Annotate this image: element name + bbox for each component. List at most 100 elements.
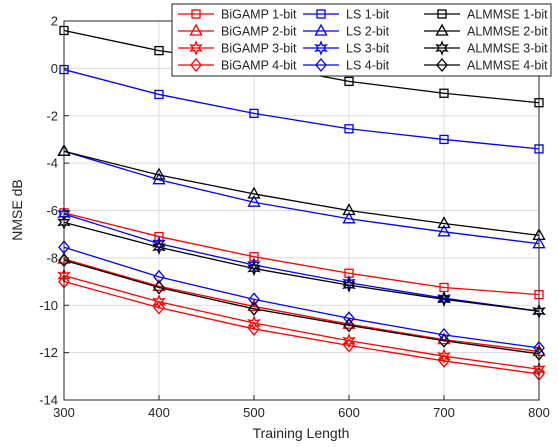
- legend-item: BiGAMP 4-bit: [178, 57, 297, 73]
- series-ls-1-bit: [59, 64, 544, 154]
- legend-label: ALMMSE 2-bit: [467, 25, 548, 39]
- legend-item: ALMMSE 2-bit: [424, 23, 548, 39]
- legend-item: BiGAMP 1-bit: [178, 8, 297, 22]
- legend: BiGAMP 1-bit BiGAMP 2-bit BiGAMP 3-bit BiGA…: [171, 3, 552, 77]
- legend-swatch-marker: [314, 40, 328, 56]
- data-point-marker: [342, 203, 356, 216]
- data-point-marker: [437, 224, 451, 237]
- data-point-marker: [248, 292, 260, 307]
- data-point-marker: [152, 235, 166, 252]
- data-point-marker: [439, 134, 449, 145]
- data-point-marker: [247, 260, 261, 277]
- series-line: [63, 213, 540, 312]
- series-line: [63, 275, 540, 370]
- x-tick-label: 500: [243, 405, 265, 420]
- legend-label: BiGAMP 3-bit: [221, 42, 297, 56]
- legend-swatch-marker: [189, 23, 203, 36]
- x-tick-label: 600: [338, 405, 360, 420]
- x-tick-label: 300: [53, 405, 75, 420]
- data-point-marker: [343, 338, 355, 353]
- data-point-marker: [152, 167, 166, 180]
- legend-item: ALMMSE 1-bit: [424, 8, 548, 22]
- y-tick-label: -12: [39, 345, 58, 360]
- y-tick-label: -2: [46, 108, 58, 123]
- data-point-marker: [153, 280, 165, 295]
- series-line: [63, 259, 540, 355]
- data-point-marker: [344, 76, 354, 87]
- data-point-marker: [247, 186, 261, 199]
- series-line: [63, 150, 540, 245]
- legend-item: ALMMSE 4-bit: [424, 57, 548, 73]
- legend-swatch-marker: [436, 57, 448, 73]
- legend-label: ALMMSE 4-bit: [467, 59, 548, 73]
- series-line: [63, 221, 540, 312]
- y-tick-label: -14: [39, 393, 58, 408]
- data-point-marker: [437, 348, 451, 364]
- data-point-marker: [343, 318, 355, 333]
- data-point-marker: [439, 88, 449, 98]
- series-line: [63, 150, 540, 237]
- data-point-marker: [438, 353, 450, 368]
- data-point-marker: [247, 257, 261, 273]
- x-tick-label: 800: [528, 405, 550, 420]
- y-tick-label: -4: [46, 156, 58, 171]
- series-line: [63, 258, 540, 353]
- legend-swatch-marker: [189, 40, 203, 56]
- data-point-marker: [154, 89, 164, 100]
- y-axis-label: NMSE dB: [9, 179, 25, 240]
- data-point-marker: [343, 311, 355, 326]
- legend-label: LS 2-bit: [346, 25, 390, 39]
- data-point-marker: [248, 301, 260, 316]
- legend-swatch-marker: [314, 23, 328, 36]
- data-point-marker: [154, 45, 164, 56]
- legend-label: ALMMSE 1-bit: [467, 8, 548, 22]
- data-point-marker: [342, 277, 356, 293]
- series-line: [63, 246, 540, 349]
- legend-item: LS 2-bit: [303, 23, 390, 39]
- legend-label: LS 1-bit: [346, 8, 390, 22]
- legend-label: BiGAMP 1-bit: [221, 8, 297, 22]
- series-almmse-4-bit: [58, 253, 545, 361]
- series-layer: [57, 25, 546, 381]
- legend-swatch-marker: [435, 40, 449, 56]
- legend-label: BiGAMP 2-bit: [221, 25, 297, 39]
- legend-label: LS 3-bit: [346, 42, 390, 56]
- series-line: [63, 68, 540, 150]
- legend-swatch-marker: [190, 57, 202, 73]
- legend-item: BiGAMP 3-bit: [178, 40, 297, 56]
- y-tick-label: 0: [51, 61, 58, 76]
- legend-item: LS 3-bit: [303, 40, 390, 56]
- data-point-marker: [152, 239, 166, 256]
- legend-item: LS 1-bit: [303, 8, 390, 22]
- data-point-marker: [438, 333, 450, 348]
- legend-swatch-marker: [435, 23, 449, 36]
- data-point-marker: [153, 300, 165, 315]
- data-point-marker: [342, 211, 356, 224]
- data-point-marker: [247, 194, 261, 207]
- y-tick-label: -8: [46, 250, 58, 265]
- data-point-marker: [344, 124, 354, 134]
- data-point-marker: [248, 321, 260, 336]
- legend-swatch-marker: [191, 9, 201, 19]
- data-point-marker: [437, 291, 451, 308]
- legend-swatch-marker: [315, 57, 327, 73]
- legend-label: BiGAMP 4-bit: [221, 59, 297, 73]
- data-point-marker: [153, 269, 165, 284]
- x-tick-label: 700: [433, 405, 455, 420]
- legend-label: ALMMSE 3-bit: [467, 42, 548, 56]
- y-tick-label: -6: [46, 203, 58, 218]
- x-tick-label: 400: [148, 405, 170, 420]
- legend-item: LS 4-bit: [303, 57, 390, 73]
- legend-box: [171, 3, 552, 77]
- axis-ticks: 300 400 500 600 700 800 2 0 -2 -4 -6 -8 -10 -12 -14: [39, 14, 550, 421]
- data-point-marker: [342, 274, 356, 291]
- data-point-marker: [437, 216, 451, 229]
- legend-label: LS 4-bit: [346, 59, 390, 73]
- series-line: [63, 212, 540, 296]
- data-point-marker: [342, 332, 356, 349]
- y-tick-label: 2: [51, 14, 58, 29]
- data-point-marker: [249, 108, 259, 119]
- y-tick-label: -10: [39, 298, 58, 313]
- legend-swatch-marker: [316, 9, 326, 19]
